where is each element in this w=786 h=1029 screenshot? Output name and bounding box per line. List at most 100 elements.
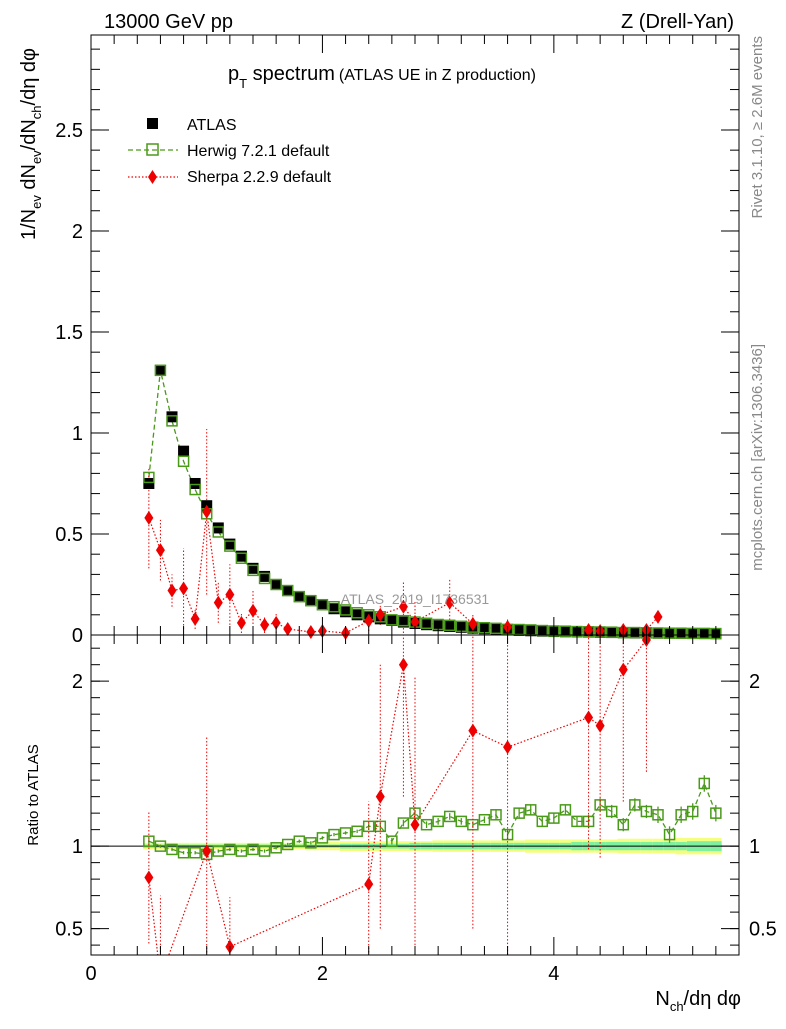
herwig-ratio-point [177,846,190,859]
herwig-ratio-point [629,799,641,811]
analysis-watermark: ATLAS_2019_I1736531 [341,591,490,607]
herwig-point [675,627,687,639]
ratio-panel: 0.5 0.5 1 1 2 2 0 2 4 Ratio to ATLAS Nch/dη dφ [25,634,777,1014]
herwig-ratio-point [698,777,711,790]
herwig-ratio-point [640,805,653,818]
herwig-ratio-point [490,809,502,821]
sherpa-point [410,614,420,629]
herwig-point [629,626,641,639]
atlas-point [305,595,317,607]
sherpa-ratio-point [595,718,605,733]
sherpa-point [445,595,455,610]
main-y-tick-label: 0 [72,625,83,647]
sherpa-ratio-point [364,877,374,892]
herwig-ratio-point [686,805,699,818]
herwig-ratio-point [432,815,444,828]
sherpa-ratio-point [584,710,594,725]
atlas-point [444,621,456,633]
atlas-point [143,477,155,489]
atlas-point [421,619,433,631]
legend-herwig-marker [146,143,159,156]
herwig-ratio-point [455,815,468,828]
sherpa-point [155,543,165,558]
herwig-point [339,604,352,616]
atlas-point [293,591,305,603]
atlas-point [154,364,166,376]
herwig-point [305,594,317,607]
atlas-point [270,578,282,590]
atlas-point [259,570,271,582]
herwig-ratio-point [224,843,236,856]
main-y-tick-label: 2 [72,221,83,243]
ratio-y-tick-label-right: 1 [749,836,760,858]
herwig-point [386,614,398,626]
atlas-point [178,445,190,457]
atlas-point [189,477,201,489]
atlas-point [397,616,409,628]
herwig-ratio-point [316,832,329,844]
atlas-point [247,562,259,574]
atlas-point [559,626,571,638]
herwig-ratio-point [351,825,363,838]
x-axis-label: Nch/dη dφ [655,988,741,1014]
main-title: pT spectrum (ATLAS UE in Z production) [228,63,536,91]
herwig-ratio-point [710,807,722,819]
herwig-ratio-point [154,840,167,852]
herwig-point [351,607,363,619]
atlas-point [316,599,328,611]
sherpa-ratio-point [503,740,513,755]
herwig-ratio-point [374,820,387,833]
herwig-ratio-point [189,846,201,859]
atlas-point [652,627,664,639]
atlas-point [328,603,340,615]
herwig-point [328,600,340,613]
sherpa-ratio-point [618,662,628,677]
herwig-ratio-point [258,845,271,857]
herwig-line [148,370,716,635]
herwig-ratio-point [559,804,572,816]
herwig-ratio-point [513,807,525,819]
herwig-ratio-point [143,835,155,847]
x-tick-label: 4 [548,963,559,985]
ratio-series [143,635,722,955]
sherpa-point [375,607,385,622]
main-y-tick-label: 1.5 [55,322,83,344]
atlas-point [212,522,224,534]
herwig-point [490,622,502,635]
herwig-ratio-point [420,818,433,831]
ratio-y-tick-label-right: 2 [749,671,760,693]
sherpa-point [584,622,594,637]
herwig-point [224,540,236,552]
atlas-point [386,614,398,626]
atlas-point [432,620,444,632]
sherpa-ratio-point [375,789,385,804]
sherpa-point [468,616,478,631]
ratio-y-tick-label: 1 [72,836,83,858]
herwig-point [154,364,167,377]
herwig-point [281,584,294,597]
main-y-axis-label: 1/Nev dNev/dNch/dη dφ [18,48,44,240]
herwig-point [189,483,201,496]
sherpa-point [190,611,200,626]
atlas-point [351,609,363,621]
sherpa-line [148,511,659,634]
herwig-ratio-point [362,820,375,833]
ratio-y-tick-label: 0.5 [55,919,83,941]
atlas-point [340,606,352,618]
herwig-point [166,415,178,427]
herwig-ratio-point [652,809,664,821]
herwig-ratio-point [582,815,595,828]
herwig-point [293,590,306,603]
atlas-point [224,538,236,550]
sherpa-ratio-point [398,657,408,672]
herwig-ratio-point [281,838,294,851]
sherpa-point [260,617,270,632]
atlas-point [675,627,687,639]
legend-sherpa-marker [148,170,157,184]
herwig-ratio-line [148,781,717,856]
ratio-y-axis-label: Ratio to ATLAS [25,744,42,845]
herwig-ratio-point [270,842,282,854]
herwig-ratio-point [571,815,583,828]
herwig-ratio-point [305,837,317,849]
